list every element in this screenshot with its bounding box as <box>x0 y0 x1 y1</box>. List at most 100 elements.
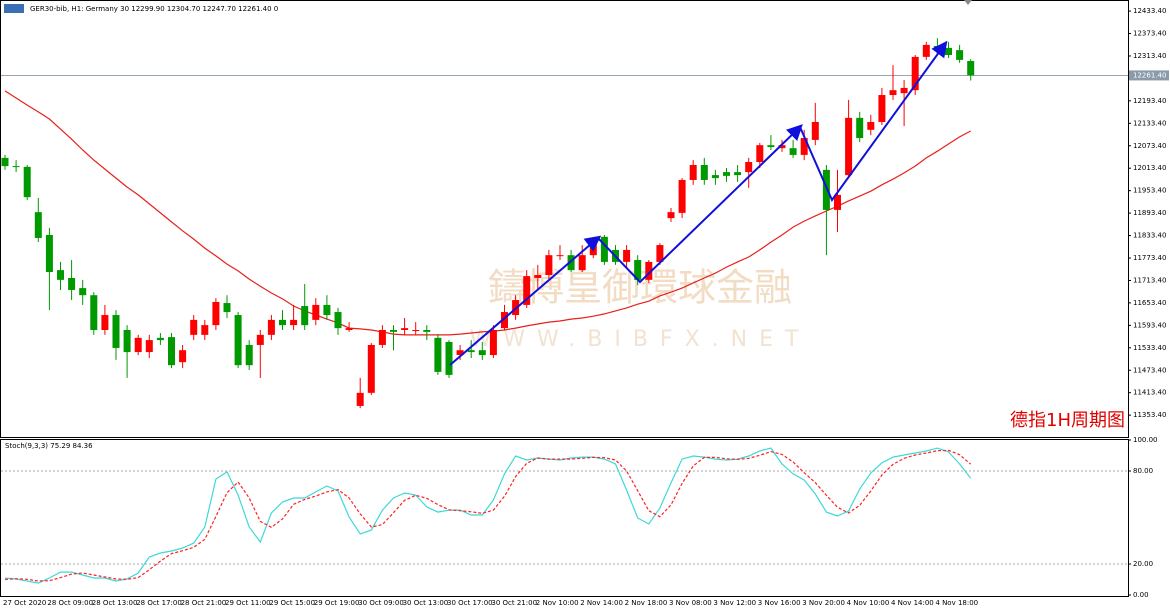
candle-body <box>489 329 497 356</box>
trend-arrow <box>449 43 946 366</box>
candle-body <box>845 117 853 176</box>
arrow-head <box>583 235 602 252</box>
candle-body <box>201 325 209 335</box>
x-tick-label: 28 Oct 17:00 <box>136 599 182 607</box>
current-price-box <box>1129 70 1169 81</box>
stoch-panel-border <box>0 439 1129 597</box>
candle-body <box>134 337 142 353</box>
candle-body <box>168 337 175 366</box>
candle-body <box>90 295 98 330</box>
watermark-url: WWW.BIBFX.NET <box>470 327 811 352</box>
arrow-head <box>785 124 803 142</box>
x-tick-label: 27 Oct 2020 <box>3 599 46 607</box>
candle-body <box>734 172 742 176</box>
candle-body <box>256 334 264 345</box>
candle-body <box>889 90 897 96</box>
candle-body <box>623 249 631 262</box>
candle-body <box>900 87 908 94</box>
candle-body <box>57 270 64 280</box>
x-tick-label: 30 Oct 17:00 <box>447 599 493 607</box>
x-tick-label: 28 Oct 21:00 <box>181 599 227 607</box>
candle-body <box>667 212 675 219</box>
y-tick-label: 12433.40 <box>1133 7 1166 15</box>
candle-body <box>778 145 786 149</box>
x-tick-label: 28 Oct 09:00 <box>47 599 93 607</box>
candle-body <box>800 138 808 155</box>
y-tick-label: 11833.40 <box>1133 232 1166 240</box>
candle-body <box>378 329 386 345</box>
candle-body <box>1 157 9 167</box>
x-tick-label: 2 Nov 14:00 <box>580 599 623 607</box>
candle-body <box>367 344 375 393</box>
candle-body <box>856 117 864 139</box>
plot-layer: 12433.40 12373.40 12313.40 12193.40 12133.40… <box>1 7 1166 607</box>
y-tick-label: 80.00 <box>1133 467 1153 475</box>
x-tick-label: 3 Nov 16:00 <box>758 599 801 607</box>
y-tick-label: 11413.40 <box>1133 389 1166 397</box>
y-tick-label: 12073.40 <box>1133 142 1166 150</box>
candle-body <box>156 337 164 341</box>
candle-body <box>212 301 220 326</box>
candle-body <box>123 329 131 353</box>
y-tick-label: 11893.40 <box>1133 209 1166 217</box>
candle-body <box>234 315 242 366</box>
candle-body <box>689 164 697 180</box>
y-tick-label: 12313.40 <box>1133 52 1166 60</box>
x-tick-label: 3 Nov 20:00 <box>802 599 845 607</box>
candle-body <box>34 212 42 238</box>
x-tick-label: 29 Oct 11:00 <box>225 599 271 607</box>
candle-body <box>301 306 309 326</box>
y-tick-label: 12133.40 <box>1133 119 1166 127</box>
candle-body <box>334 312 342 329</box>
candle-body <box>922 44 930 57</box>
candle-body <box>600 236 608 262</box>
candle-body <box>523 276 531 305</box>
x-tick-label: 3 Nov 12:00 <box>713 599 756 607</box>
candle-body <box>456 350 464 356</box>
candle-body <box>834 194 841 210</box>
candle-body <box>45 234 53 273</box>
current-price-label: 12261.40 <box>1133 71 1166 79</box>
candle-body <box>756 145 764 163</box>
x-tick-label: 30 Oct 13:00 <box>403 599 449 607</box>
x-tick-label: 28 Oct 13:00 <box>92 599 138 607</box>
y-tick-label: 12373.40 <box>1133 30 1166 38</box>
candle-body <box>645 261 653 280</box>
y-tick-label: 100.00 <box>1133 436 1158 444</box>
candle-body <box>112 315 120 348</box>
candle-body <box>556 255 564 257</box>
candle-body <box>423 329 431 332</box>
x-tick-label: 30 Oct 09:00 <box>358 599 404 607</box>
candle-body <box>245 344 253 366</box>
candle-body <box>223 303 231 313</box>
annotation: 德指1H周期图 <box>1010 410 1125 431</box>
candle-body <box>634 260 642 280</box>
candle-body <box>745 162 753 173</box>
candle-body <box>567 255 575 271</box>
y-tick-label: 11473.40 <box>1133 366 1166 374</box>
candle-body <box>412 329 420 331</box>
y-tick-label: 11713.40 <box>1133 276 1166 284</box>
y-tick-label: 20.00 <box>1133 560 1153 568</box>
y-tick-label: 11953.40 <box>1133 187 1166 195</box>
x-tick-label: 29 Oct 19:00 <box>314 599 360 607</box>
y-tick-label: 11593.40 <box>1133 321 1166 329</box>
main-panel-border <box>0 0 1129 438</box>
candle-body <box>279 319 286 326</box>
candle-body <box>345 328 353 330</box>
candle-body <box>356 392 364 406</box>
candle-body <box>390 329 397 332</box>
candle-body <box>811 121 819 140</box>
candle-body <box>867 121 875 130</box>
x-tick-label: 4 Nov 14:00 <box>891 599 934 607</box>
candle-body <box>967 61 975 76</box>
candle-body <box>467 350 475 353</box>
candle-body <box>767 145 775 148</box>
stoch-title: Stoch(9,3,3) 75.29 84.36 <box>5 442 93 450</box>
candle-body <box>190 319 198 335</box>
y-tick-label: 12013.40 <box>1133 164 1166 172</box>
candle-body <box>267 319 275 335</box>
candle-body <box>956 50 964 60</box>
candle-body <box>478 350 486 356</box>
